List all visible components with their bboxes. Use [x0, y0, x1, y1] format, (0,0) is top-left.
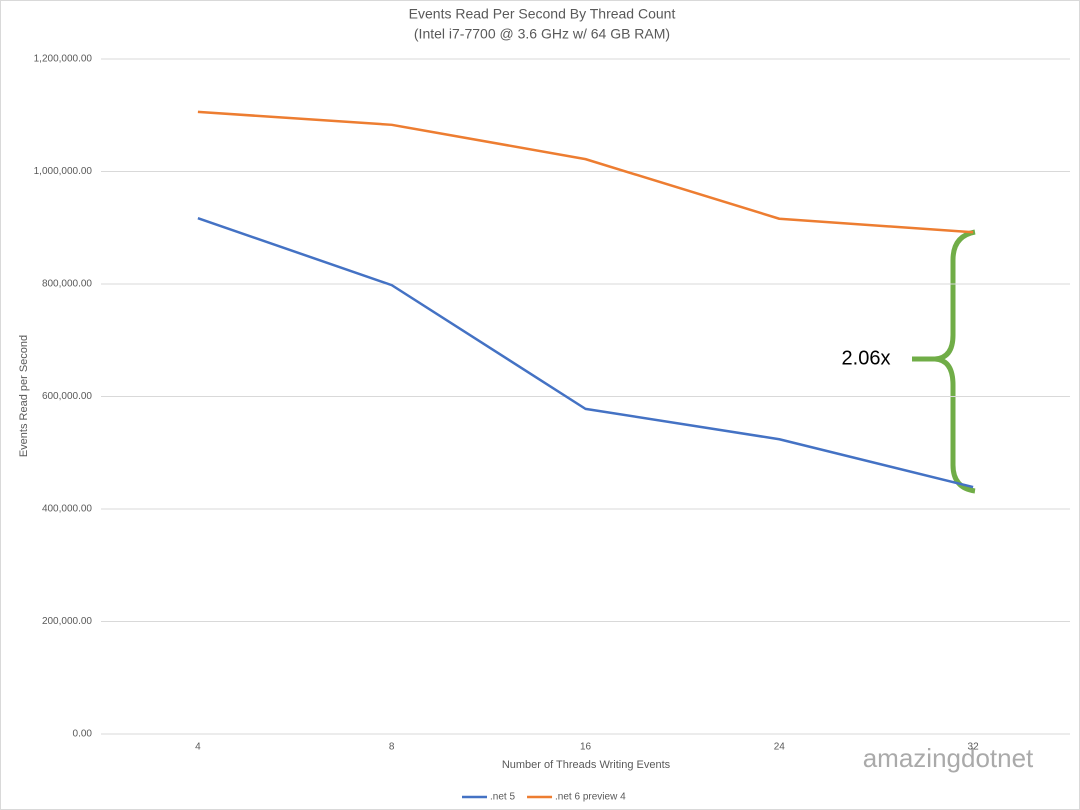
y-tick-label: 1,200,000.00: [34, 54, 93, 65]
annotation: 2.06x: [842, 347, 891, 369]
y-tick-label: 1,000,000.00: [34, 166, 93, 177]
y-tick-label: 600,000.00: [42, 391, 92, 402]
x-tick-label: 4: [195, 742, 201, 753]
brace: [912, 229, 976, 494]
legend-label: .net 6 preview 4: [555, 792, 626, 803]
x-tick-label: 32: [968, 742, 980, 753]
x-axis-title: Number of Threads Writing Events: [502, 759, 671, 771]
y-tick-label: 0.00: [73, 729, 93, 740]
y-axis-title: Events Read per Second: [18, 335, 30, 457]
x-tick-label: 24: [774, 742, 786, 753]
watermark: amazingdotnet: [863, 743, 1034, 773]
y-tick-label: 400,000.00: [42, 504, 92, 515]
y-tick-label: 200,000.00: [42, 616, 92, 627]
series-line: [197, 217, 974, 489]
y-tick-label: 800,000.00: [42, 279, 92, 290]
series-line: [197, 110, 974, 234]
x-tick-label: 8: [389, 742, 395, 753]
chart-subtitle: (Intel i7-7700 @ 3.6 GHz w/ 64 GB RAM): [414, 26, 670, 42]
chart-title: Events Read Per Second By Thread Count: [409, 6, 676, 22]
x-tick-label: 16: [580, 742, 592, 753]
legend-label: .net 5: [490, 792, 515, 803]
